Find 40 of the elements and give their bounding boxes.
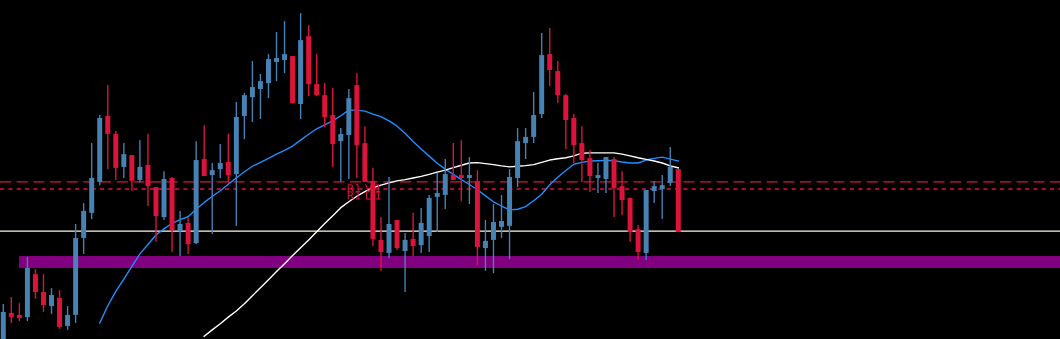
candlestick — [40, 273, 46, 313]
candlestick — [338, 127, 344, 183]
candlestick — [410, 212, 416, 257]
candlestick — [65, 305, 71, 331]
candlestick — [105, 84, 111, 170]
candlestick — [209, 162, 215, 235]
candlestick — [177, 210, 183, 257]
candlestick — [466, 156, 472, 205]
candlestick — [635, 224, 641, 260]
candlestick — [249, 60, 255, 123]
candlestick — [8, 296, 14, 324]
candlestick — [49, 287, 54, 315]
candlestick — [201, 124, 207, 177]
candlestick — [547, 27, 553, 87]
candlestick — [257, 73, 263, 120]
candlestick — [531, 91, 537, 144]
candlestick — [121, 142, 127, 179]
candlestick — [434, 172, 440, 233]
candlestick — [499, 194, 504, 239]
candlestick — [418, 207, 424, 254]
candlestick — [137, 139, 143, 184]
candlestick — [314, 53, 320, 97]
candlestick — [322, 82, 328, 128]
candlestick — [603, 156, 609, 194]
candlestick — [402, 232, 408, 293]
candlestick — [185, 217, 191, 255]
candlestick — [217, 143, 223, 179]
candlestick — [32, 268, 38, 300]
candlestick — [378, 216, 384, 272]
candlestick — [241, 92, 247, 140]
candlestick — [523, 127, 529, 160]
candlestick — [659, 174, 665, 220]
candlestick — [442, 158, 448, 210]
candlestick — [274, 31, 279, 82]
candlestick — [490, 203, 496, 274]
candlestick — [482, 219, 488, 272]
candlestick — [282, 20, 288, 74]
candlestick — [667, 146, 673, 187]
candlestick — [651, 180, 657, 204]
candlestick — [595, 162, 601, 194]
